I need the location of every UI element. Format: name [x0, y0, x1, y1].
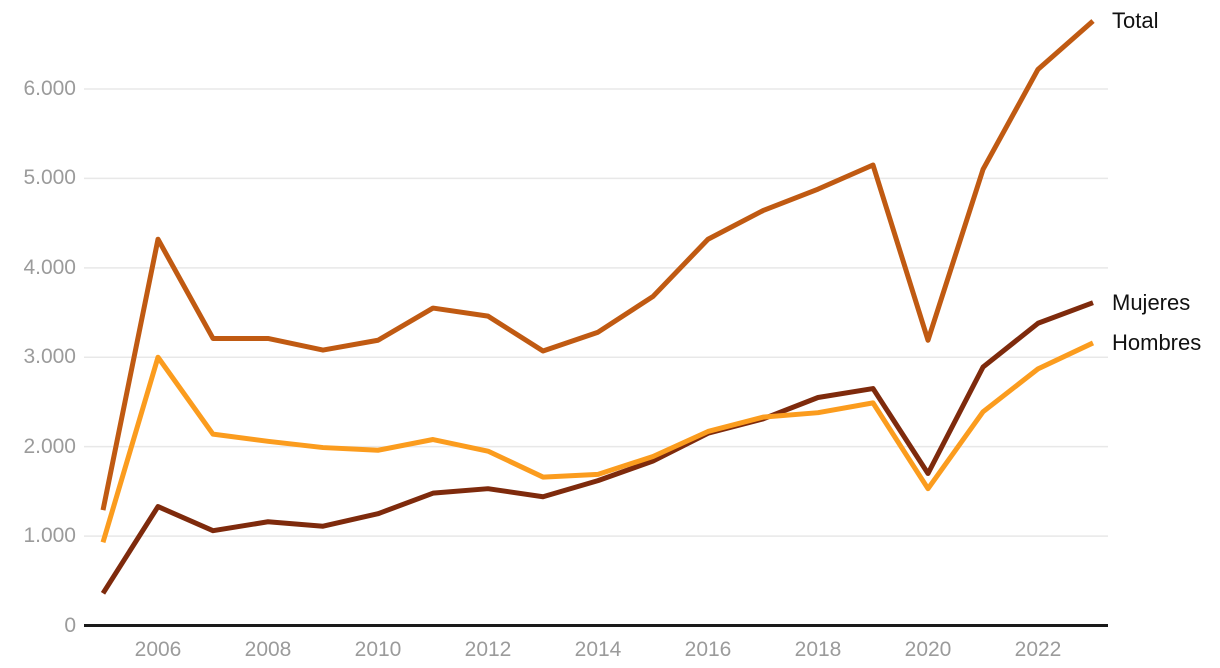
series-line-hombres: [100, 340, 1095, 544]
x-tick-label: 2014: [574, 638, 622, 661]
series-label-mujeres: Mujeres: [1112, 289, 1191, 315]
series-lines-group: [100, 19, 1095, 595]
x-tick-label: 2018: [794, 638, 842, 661]
x-tick-label: 2010: [354, 638, 402, 661]
y-tick-label: 5.000: [23, 166, 76, 190]
series-line-total: [100, 19, 1095, 511]
y-tick-label: 6.000: [23, 77, 76, 100]
x-tick-label: 2016: [684, 638, 732, 661]
y-tick-label: 0: [64, 613, 76, 637]
series-line-mujeres: [100, 300, 1094, 595]
x-tick-label: 2008: [244, 638, 292, 661]
x-tick-label: 2022: [1014, 638, 1062, 661]
y-tick-label: 2.000: [23, 434, 76, 458]
y-tick-label: 3.000: [23, 345, 76, 369]
y-tick-label: 4.000: [23, 255, 76, 279]
x-tick-label: 2020: [904, 638, 952, 661]
gridlines-group: [84, 88, 1108, 537]
y-tick-label: 1.000: [23, 524, 76, 548]
series-label-total: Total: [1112, 8, 1159, 34]
x-tick-label: 2006: [134, 638, 182, 661]
x-tick-label: 2012: [464, 638, 512, 661]
series-label-hombres: Hombres: [1112, 329, 1202, 355]
